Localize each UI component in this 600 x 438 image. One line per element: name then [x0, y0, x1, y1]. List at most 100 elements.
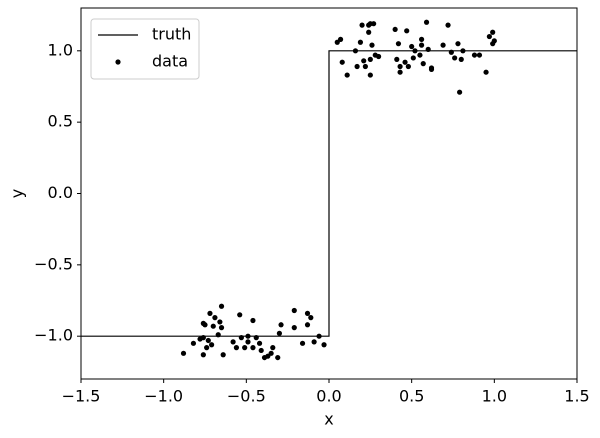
plot-area [81, 19, 577, 361]
data-point [316, 333, 322, 339]
y-tick-label: 1.0 [48, 40, 73, 59]
data-point [397, 63, 403, 70]
data-point [242, 345, 248, 351]
data-point [376, 53, 382, 60]
legend-label: truth [152, 25, 191, 44]
data-point [440, 42, 446, 48]
y-tick-label: 0.0 [48, 183, 73, 202]
data-point [291, 325, 297, 331]
y-axis-label: y [8, 189, 27, 198]
data-point [460, 48, 466, 54]
legend-label: data [152, 52, 188, 71]
data-point [180, 350, 187, 356]
data-point [367, 56, 373, 62]
data-point [210, 323, 216, 329]
data-point [278, 322, 284, 328]
data-point [337, 36, 344, 42]
x-tick-label: 0.5 [399, 387, 424, 406]
data-point [200, 335, 206, 341]
data-point [404, 28, 410, 34]
data-point [352, 48, 359, 54]
data-point [308, 315, 314, 321]
y-tick-label: −0.5 [34, 254, 73, 273]
data-point [483, 69, 489, 75]
data-point [371, 21, 377, 27]
x-tick-label: 0.0 [316, 387, 341, 406]
data-point [420, 61, 426, 67]
data-point [344, 72, 350, 78]
data-point [476, 52, 483, 58]
data-point [268, 350, 274, 356]
data-point [275, 354, 281, 361]
data-point [238, 335, 244, 341]
data-point [212, 315, 218, 321]
data-point [205, 337, 211, 344]
data-point [204, 345, 210, 351]
data-point [220, 352, 226, 358]
data-point [366, 29, 372, 35]
data-point [362, 63, 368, 70]
data-point [270, 345, 276, 351]
data-point [397, 69, 403, 75]
data-point [402, 59, 408, 65]
data-point [339, 59, 345, 65]
data-point [359, 22, 365, 28]
data-point [245, 339, 251, 345]
x-tick-label: 1.0 [482, 387, 507, 406]
data-point [457, 89, 463, 95]
plot-frame [80, 7, 578, 380]
data-point [218, 303, 225, 309]
data-point [394, 56, 400, 62]
data-point [418, 42, 425, 48]
x-axis-label: x [324, 410, 333, 429]
data-point [215, 332, 221, 338]
data-point [233, 345, 240, 351]
data-point [405, 63, 411, 70]
data-point [491, 38, 497, 44]
data-point [410, 55, 416, 61]
data-point [455, 41, 461, 47]
data-point [395, 41, 402, 47]
data-point [291, 307, 297, 314]
data-point [418, 36, 425, 42]
data-point [207, 310, 213, 316]
data-point [412, 48, 418, 54]
data-point [276, 330, 282, 336]
data-point [486, 33, 492, 40]
data-point [230, 339, 236, 345]
data-point [369, 42, 375, 48]
truth-line [81, 50, 577, 337]
data-point [209, 342, 215, 348]
data-point [392, 26, 398, 33]
data-point [256, 340, 263, 346]
legend-marker [115, 59, 121, 65]
data-point [237, 312, 243, 318]
x-tick-label: −1.5 [62, 387, 101, 406]
x-tick-label: −0.5 [227, 387, 266, 406]
data-point [258, 347, 264, 354]
data-point [202, 322, 208, 328]
data-point [445, 22, 451, 28]
data-point [361, 58, 367, 64]
data-point [471, 52, 478, 58]
data-point [250, 317, 256, 324]
x-tick-label: 1.5 [564, 387, 589, 406]
data-point [448, 49, 454, 55]
data-point [217, 319, 223, 325]
data-point [299, 340, 306, 346]
y-tick-label: −1.0 [34, 326, 73, 345]
data-point [304, 322, 311, 328]
y-tick-label: 0.5 [48, 112, 73, 131]
data-point [490, 29, 496, 35]
data-point [190, 340, 197, 346]
data-point [425, 46, 431, 52]
data-point [423, 19, 430, 25]
data-point [200, 352, 206, 358]
data-point [458, 56, 464, 62]
data-point [452, 55, 458, 61]
data-point [354, 63, 360, 70]
data-point [417, 52, 423, 58]
data-point [304, 310, 311, 316]
